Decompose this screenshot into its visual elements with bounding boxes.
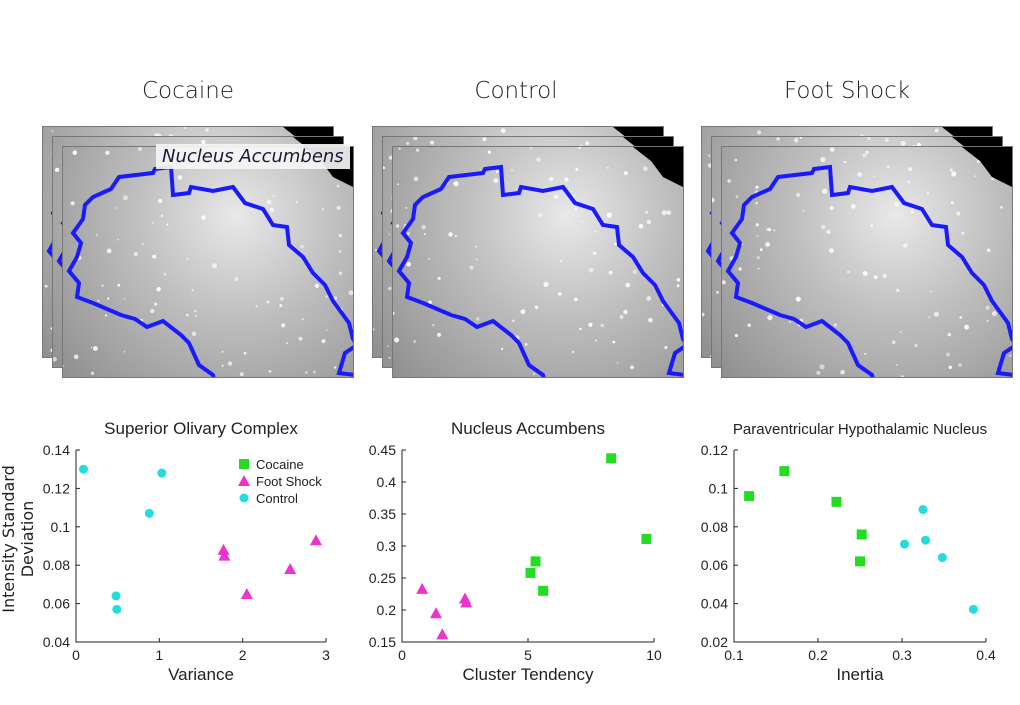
y-tick-label: 0.2 (377, 602, 397, 618)
y-tick-label: 0.35 (369, 506, 396, 522)
y-tick-label: 0.02 (701, 634, 728, 650)
region-outline (63, 147, 353, 377)
data-point (856, 529, 867, 540)
y-tick-label: 0.25 (369, 570, 396, 586)
data-point (310, 534, 322, 546)
x-tick-label: 2 (239, 647, 247, 663)
legend-label: Control (256, 491, 298, 506)
x-tick-label: 0.1 (724, 647, 744, 663)
data-point (744, 491, 755, 502)
y-tick-label: 0.1 (709, 480, 729, 496)
x-tick-label: 0.4 (976, 647, 996, 663)
chart-title: Nucleus Accumbens (451, 419, 605, 438)
data-point (606, 453, 617, 464)
data-point (968, 604, 978, 614)
y-tick-label: 0.06 (701, 557, 728, 573)
y-tick-label: 0.3 (377, 538, 397, 554)
legend-marker (239, 459, 249, 469)
data-point (831, 496, 842, 507)
series-cocaine (744, 466, 867, 567)
data-point (525, 567, 536, 578)
y-tick-label: 0.08 (701, 519, 728, 535)
y-tick-label: 0.04 (701, 596, 728, 612)
data-point (937, 553, 947, 563)
legend-marker (239, 493, 249, 503)
image-frame (62, 146, 354, 378)
data-point (779, 466, 790, 477)
image-frame (721, 146, 1013, 378)
x-axis-label: Cluster Tendency (462, 665, 594, 684)
x-tick-label: 0 (398, 647, 406, 663)
series-control (79, 464, 167, 614)
x-tick-label: 1 (155, 647, 163, 663)
x-tick-label: 10 (646, 647, 662, 663)
data-point (217, 543, 230, 555)
data-point (900, 539, 910, 549)
column-title-foot-shock: Foot Shock (783, 78, 911, 104)
data-point (416, 582, 429, 594)
data-point (144, 508, 154, 518)
scatter-plot-paraventricular-hypothalamic-nucleus: Paraventricular Hypothalamic Nucleus 0.1 0… (682, 410, 1012, 700)
data-point (855, 556, 865, 567)
axis-lines (733, 450, 986, 643)
image-stack-foot-shock (701, 126, 1013, 378)
x-axis-label: Inertia (836, 665, 884, 684)
y-tick-label: 0.45 (369, 442, 396, 458)
data-point (240, 588, 253, 599)
data-point (218, 549, 231, 561)
legend: Cocaine Foot Shock Control (238, 457, 322, 506)
y-tick-label: 0.08 (43, 557, 70, 573)
y-tick-label: 0.12 (701, 442, 728, 458)
x-tick-label: 3 (322, 647, 330, 663)
data-point (530, 556, 541, 567)
region-outline (722, 147, 1012, 377)
x-tick-label: 5 (524, 647, 532, 663)
x-axis-label: Variance (168, 665, 234, 684)
x-tick-label: 0.3 (892, 647, 912, 663)
column-title-cocaine: Cocaine (142, 78, 234, 104)
data-point (460, 596, 473, 608)
data-point (112, 604, 122, 614)
chart-title: Paraventricular Hypothalamic Nucleus (733, 421, 987, 438)
data-point (918, 505, 928, 515)
image-frame (392, 146, 684, 378)
y-tick-label: 0.12 (43, 480, 70, 496)
y-tick-label: 0.15 (369, 634, 396, 650)
chart-title: Superior Olivary Complex (104, 419, 298, 438)
y-tick-label: 0.4 (377, 474, 397, 490)
image-stack-cocaine: Nucleus Accumbens (42, 126, 354, 378)
legend-label: Cocaine (256, 457, 304, 472)
y-tick-label: 0.06 (43, 596, 70, 612)
data-point (157, 468, 167, 478)
data-point (79, 464, 88, 474)
region-outline (393, 147, 683, 377)
axis-lines (401, 450, 654, 643)
legend-marker (238, 475, 250, 486)
image-stack-control (372, 126, 684, 378)
data-point (538, 585, 549, 596)
y-tick-label: 0.04 (43, 634, 70, 650)
series-foot-shock (217, 534, 322, 599)
data-point (436, 628, 449, 640)
data-point (641, 533, 652, 544)
scatter-plot-superior-olivary-complex: Superior Olivary Complex 0 1 2 3 0.04 0.06 0.08… (30, 410, 350, 700)
y-tick-label: 0.14 (43, 442, 70, 458)
region-label: Nucleus Accumbens (156, 144, 350, 169)
x-tick-label: 0 (72, 647, 80, 663)
data-point (284, 563, 297, 575)
y-tick-label: 0.1 (51, 519, 71, 535)
series-cocaine (525, 453, 652, 596)
data-point (111, 591, 121, 601)
column-title-control: Control (474, 78, 558, 104)
scatter-plot-nucleus-accumbens: Nucleus Accumbens 0 5 10 0.15 0.2 0.25 0.3 0.35 0… (356, 410, 676, 700)
legend-label: Foot Shock (256, 474, 322, 489)
series-control (900, 505, 978, 614)
data-point (921, 535, 931, 545)
x-tick-label: 0.2 (808, 647, 828, 663)
data-point (430, 607, 443, 619)
series-foot-shock (416, 582, 473, 640)
